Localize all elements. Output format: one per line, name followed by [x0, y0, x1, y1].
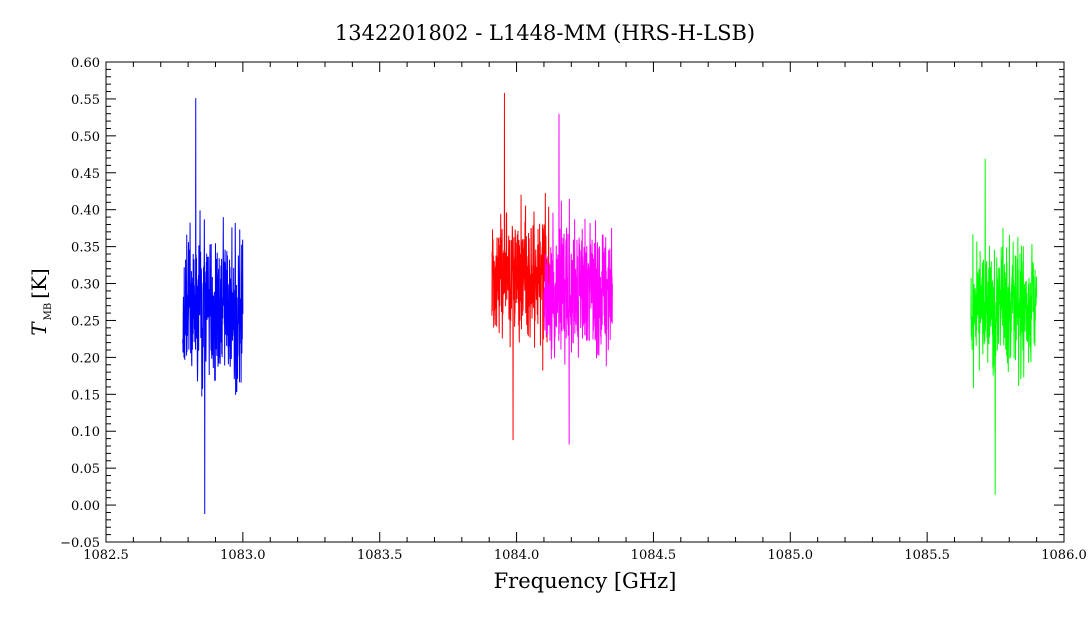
plot-frame [105, 61, 1065, 543]
y-tick-label: −0.05 [60, 536, 100, 551]
y-tick-label: 0.40 [71, 204, 100, 219]
y-tick-label: 0.00 [71, 499, 100, 514]
x-tick-label: 1084.5 [631, 548, 677, 563]
y-tick-label: 0.55 [71, 93, 100, 108]
y-tick-label: 0.25 [71, 314, 100, 329]
y-tick-label: 0.60 [71, 56, 100, 71]
y-axis: −0.05 0.00 0.05 0.10 0.15 0.20 0.25 0.30 0.35 0.4… [60, 56, 1064, 551]
x-tick-label: 1085.0 [768, 548, 814, 563]
y-tick-label: 0.30 [71, 278, 100, 293]
spectrum-series-4 [970, 158, 1038, 495]
spectrum-series-3 [543, 113, 613, 445]
x-tick-label: 1083.5 [357, 548, 403, 563]
chart-title: 1342201802 - L1448-MM (HRS-H-LSB) [335, 21, 755, 45]
x-axis-label: Frequency [GHz] [494, 569, 677, 593]
x-tick-label: 1083.0 [220, 548, 266, 563]
x-axis: 1082.5 1083.0 1083.5 1084.0 1084.5 1085.0 1085… [83, 62, 1087, 563]
x-tick-label: 1086.0 [1041, 548, 1087, 563]
plot-series-group [182, 93, 1038, 514]
spectrum-series-1 [182, 98, 244, 514]
y-axis-label: TMB [K] [27, 268, 54, 335]
y-axis-label-symbol: T [27, 321, 51, 336]
spectrum-series-2 [491, 93, 550, 441]
x-tick-label: 1082.5 [83, 548, 129, 563]
y-tick-label: 0.35 [71, 241, 100, 256]
y-tick-label: 0.05 [71, 462, 100, 477]
x-tick-label: 1085.5 [904, 548, 950, 563]
y-axis-label-unit: [K] [27, 268, 51, 299]
y-tick-label: 0.50 [71, 130, 100, 145]
x-tick-label: 1084.0 [494, 548, 540, 563]
y-axis-label-subscript: MB [43, 303, 54, 321]
y-tick-label: 0.45 [71, 167, 100, 182]
y-tick-label: 0.20 [71, 351, 100, 366]
y-tick-label: 0.15 [71, 388, 100, 403]
y-tick-label: 0.10 [71, 425, 100, 440]
